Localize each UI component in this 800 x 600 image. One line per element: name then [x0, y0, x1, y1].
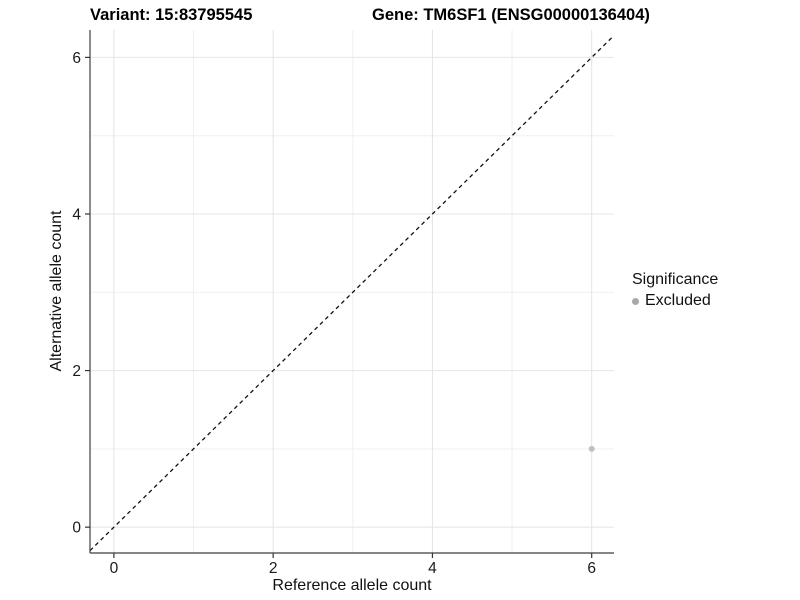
y-tick-label: 2 [72, 363, 81, 380]
y-tick-label: 6 [72, 50, 81, 67]
x-axis-label: Reference allele count [272, 577, 432, 594]
legend-item-excluded: Excluded [632, 292, 718, 310]
x-tick-label: 0 [110, 560, 119, 577]
excluded-swatch-icon [632, 297, 639, 305]
y-tick-label: 0 [72, 520, 81, 537]
x-tick-label: 2 [269, 560, 278, 577]
x-tick-label: 4 [428, 560, 437, 577]
legend: Significance Excluded [632, 271, 718, 310]
legend-title: Significance [632, 271, 719, 288]
y-tick-label: 4 [72, 206, 81, 223]
y-axis-label: Alternative allele count [48, 210, 65, 372]
gene-title: Gene: TM6SF1 (ENSG00000136404) [372, 6, 650, 24]
x-tick-label: 6 [587, 560, 596, 577]
identity-line [89, 35, 615, 552]
legend-item-label: Excluded [645, 292, 711, 309]
variant-title: Variant: 15:83795545 [90, 6, 253, 24]
data-point-excluded [588, 445, 595, 452]
